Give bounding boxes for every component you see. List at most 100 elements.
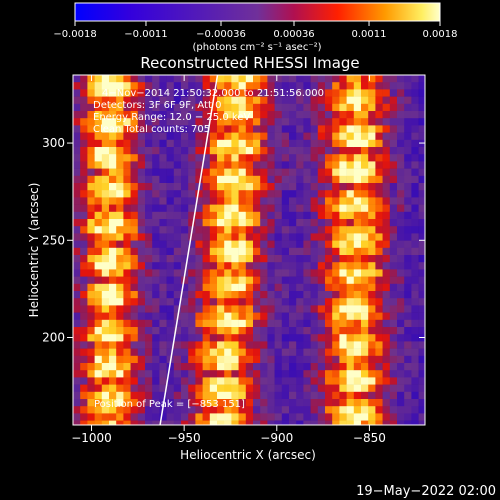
heatmap-cell xyxy=(289,384,297,393)
heatmap-cell xyxy=(224,219,232,227)
heatmap-cell xyxy=(397,197,405,205)
heatmap-cell xyxy=(123,118,131,126)
heatmap-cell xyxy=(109,269,117,277)
heatmap-cell xyxy=(332,197,340,205)
heatmap-cell xyxy=(245,233,254,241)
heatmap-cell xyxy=(87,204,95,213)
heatmap-cell xyxy=(109,132,117,141)
heatmap-cell xyxy=(375,319,383,328)
heatmap-cell xyxy=(418,111,425,119)
heatmap-cell xyxy=(332,132,340,141)
heatmap-cell xyxy=(173,175,182,184)
heatmap-cell xyxy=(289,341,297,349)
heatmap-cell xyxy=(238,125,247,133)
heatmap-cell xyxy=(181,327,189,335)
heatmap-cell xyxy=(116,240,124,249)
heatmap-cell xyxy=(389,247,398,256)
heatmap-cell xyxy=(245,147,254,155)
heatmap-cell xyxy=(411,420,419,425)
heatmap-cell xyxy=(181,204,189,213)
heatmap-cell xyxy=(73,370,81,378)
heatmap-cell xyxy=(332,283,340,292)
heatmap-cell xyxy=(152,312,160,321)
heatmap-cell xyxy=(389,103,398,112)
heatmap-cell xyxy=(224,247,232,256)
heatmap-cell xyxy=(274,355,283,364)
heatmap-cell xyxy=(274,233,283,241)
heatmap-cell xyxy=(80,89,88,97)
heatmap-cell xyxy=(411,413,419,421)
heatmap-cell xyxy=(145,420,153,425)
heatmap-cell xyxy=(418,154,425,162)
heatmap-cell xyxy=(137,132,146,141)
heatmap-cell xyxy=(382,384,391,393)
heatmap-cell xyxy=(368,96,376,105)
heatmap-cell xyxy=(274,312,283,321)
heatmap-cell xyxy=(310,75,319,83)
heatmap-cell xyxy=(310,420,319,425)
heatmap-cell xyxy=(116,384,124,393)
heatmap-cell xyxy=(310,168,319,177)
heatmap-cell xyxy=(317,355,326,364)
heatmap-cell xyxy=(253,247,261,256)
heatmap-cell xyxy=(411,276,419,285)
heatmap-cell xyxy=(202,190,211,198)
heatmap-cell xyxy=(317,111,326,119)
heatmap-cell xyxy=(202,291,211,299)
heatmap-cell xyxy=(195,125,203,133)
heatmap-cell xyxy=(368,262,376,270)
heatmap-cell xyxy=(152,75,160,83)
heatmap-cell xyxy=(152,233,160,241)
heatmap-cell xyxy=(224,420,232,425)
heatmap-cell xyxy=(123,125,131,133)
heatmap-cell xyxy=(404,96,412,105)
heatmap-cell xyxy=(310,355,319,364)
heatmap-cell xyxy=(397,370,405,378)
heatmap-cell xyxy=(173,211,182,220)
heatmap-cell xyxy=(166,319,175,328)
heatmap-cell xyxy=(389,370,398,378)
heatmap-cell xyxy=(173,82,182,90)
heatmap-cell xyxy=(317,377,326,385)
y-axis-label: Heliocentric Y (arcsec) xyxy=(27,183,41,318)
heatmap-cell xyxy=(267,298,275,306)
heatmap-cell xyxy=(317,420,326,425)
heatmap-cell xyxy=(181,305,189,313)
heatmap-cell xyxy=(123,384,131,393)
heatmap-cell xyxy=(260,327,268,335)
heatmap-cell xyxy=(195,204,203,213)
heatmap-cell xyxy=(303,211,311,220)
heatmap-cell xyxy=(87,319,95,328)
heatmap-cell xyxy=(325,348,333,357)
heatmap-cell xyxy=(224,283,232,292)
heatmap-cell xyxy=(130,240,139,249)
heatmap-cell xyxy=(289,298,297,306)
heatmap-cell xyxy=(317,276,326,285)
heatmap-cell xyxy=(202,348,211,357)
heatmap-cell xyxy=(317,154,326,162)
heatmap-cell xyxy=(339,413,347,421)
heatmap-cell xyxy=(224,154,232,162)
heatmap-cell xyxy=(109,348,117,357)
heatmap-cell xyxy=(101,406,110,414)
heatmap-cell xyxy=(173,139,182,148)
heatmap-cell xyxy=(80,413,88,421)
heatmap-cell xyxy=(181,363,189,371)
heatmap-cell xyxy=(325,103,333,112)
heatmap-cell xyxy=(361,82,369,90)
heatmap-cell xyxy=(317,75,326,83)
heatmap-cell xyxy=(87,233,95,241)
heatmap-cell xyxy=(94,341,103,349)
heatmap-cell xyxy=(145,276,153,285)
heatmap-cell xyxy=(80,103,88,112)
heatmap-cell xyxy=(245,370,254,378)
heatmap-cell xyxy=(238,168,247,177)
heatmap-cell xyxy=(397,406,405,414)
heatmap-cell xyxy=(317,341,326,349)
heatmap-cell xyxy=(116,132,124,141)
plot-frame xyxy=(72,74,426,426)
heatmap-cell xyxy=(368,226,376,234)
heatmap-cell xyxy=(181,247,189,256)
heatmap-cell xyxy=(181,334,189,342)
heatmap-cell xyxy=(238,240,247,249)
